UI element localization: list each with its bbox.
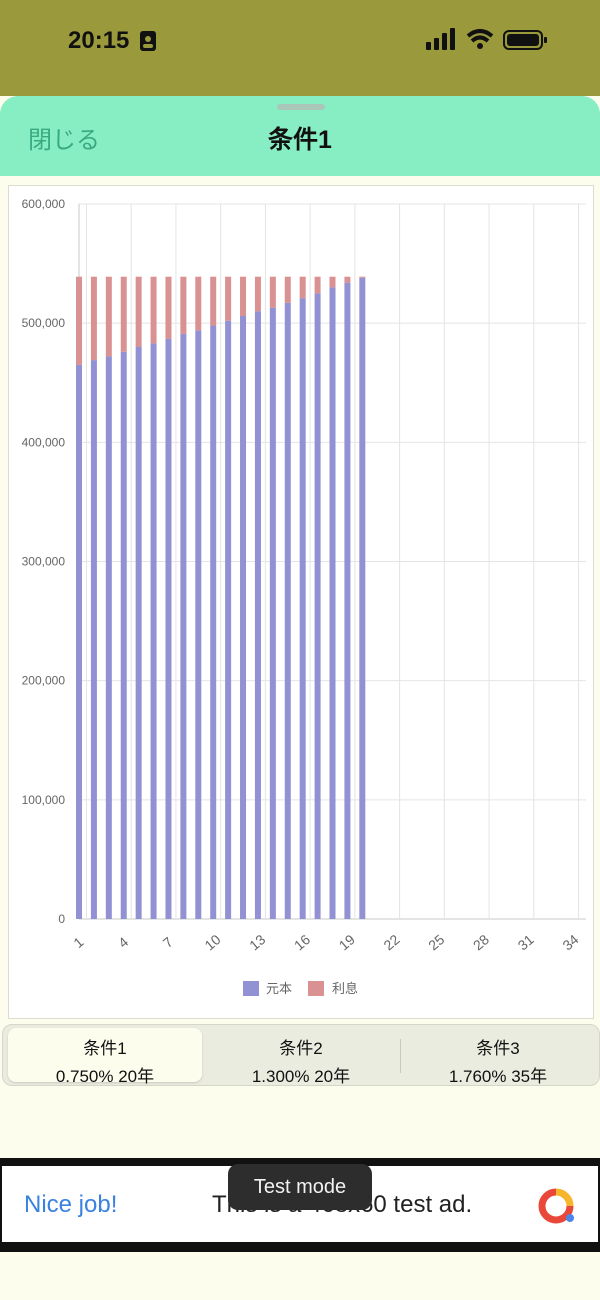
x-tick-label: 34 [559, 931, 581, 953]
tab-condition-2[interactable]: 条件2 1.300% 20年 [204, 1028, 398, 1086]
bar-interest [329, 276, 336, 288]
x-tick-label: 16 [291, 931, 313, 953]
bar-principal [90, 360, 97, 919]
bar-interest [284, 276, 291, 303]
tab-condition-1-name: 条件1 [83, 1039, 127, 1058]
bar-interest [105, 276, 112, 357]
bar-interest [225, 276, 232, 321]
bar-principal [284, 302, 291, 919]
x-tick-label: 31 [515, 931, 537, 953]
bar-interest [135, 276, 142, 347]
x-tick-label: 22 [380, 931, 402, 953]
ad-choices-icon[interactable] [536, 1186, 576, 1231]
tab-condition-3[interactable]: 条件3 1.760% 35年 [401, 1028, 595, 1086]
bar-principal [180, 333, 187, 919]
tab-divider [400, 1039, 401, 1073]
bar-principal [150, 343, 157, 919]
bar-interest [150, 276, 157, 344]
x-tick-label: 28 [470, 931, 492, 953]
tab-condition-3-detail: 1.760% 35年 [448, 1067, 548, 1086]
bar-interest [195, 276, 202, 331]
bar-interest [90, 276, 97, 361]
condition-tabs: 条件1 0.750% 20年 条件2 1.300% 20年 条件3 1.760%… [2, 1024, 600, 1086]
sheet-grabber[interactable] [277, 104, 325, 110]
x-tick-label: 10 [201, 931, 223, 953]
status-icons [426, 28, 550, 59]
bar-interest [254, 276, 261, 312]
bar-interest [120, 276, 127, 352]
bar-interest [344, 276, 351, 283]
bar-principal [299, 298, 306, 919]
bar-interest [165, 276, 172, 339]
bar-principal [195, 330, 202, 920]
y-tick-label: 100,000 [22, 793, 66, 807]
y-tick-label: 0 [58, 912, 65, 926]
bar-principal [269, 307, 276, 919]
legend-swatch-interest [308, 981, 324, 996]
bar-principal [165, 338, 172, 919]
x-tick-label: 19 [336, 931, 358, 953]
bar-interest [299, 276, 306, 299]
y-tick-label: 600,000 [22, 197, 66, 211]
bar-interest [210, 276, 217, 326]
bar-principal [344, 282, 351, 919]
y-tick-label: 300,000 [22, 555, 66, 569]
bar-interest [359, 276, 366, 278]
bar-principal [240, 316, 247, 919]
status-bar: 20:15 [0, 0, 600, 96]
bar-interest [76, 276, 82, 365]
bar-principal [105, 356, 112, 919]
bar-interest [314, 276, 321, 294]
tab-condition-2-name: 条件2 [279, 1039, 323, 1058]
close-button[interactable]: 閉じる [28, 127, 100, 154]
bar-principal [314, 293, 321, 919]
x-tick-label: 4 [115, 933, 131, 950]
legend-swatch-principal [243, 981, 259, 996]
person-icon [140, 31, 156, 56]
bar-interest [240, 276, 247, 317]
bar-interest [180, 276, 187, 334]
bar-principal [76, 364, 82, 919]
wifi-icon [466, 29, 494, 49]
x-tick-label: 1 [70, 933, 86, 950]
chart-card: 0 100,000 200,000 300,000 400,000 500,000 600,… [8, 185, 594, 1019]
y-tick-label: 500,000 [22, 316, 66, 330]
sheet-title: 条件1 [268, 126, 332, 154]
bar-principal [135, 347, 142, 919]
ad-nice-job-link[interactable]: Nice job! [24, 1191, 118, 1218]
bar-interest [269, 276, 276, 308]
y-tick-label: 400,000 [22, 435, 66, 449]
tab-condition-1[interactable]: 条件1 0.750% 20年 [8, 1028, 202, 1086]
bar-principal [359, 277, 366, 920]
legend-label-interest: 利息 [332, 981, 358, 996]
bar-principal [254, 311, 261, 919]
bar-principal [210, 325, 217, 919]
x-tick-label: 25 [425, 931, 447, 953]
tab-condition-3-name: 条件3 [476, 1039, 520, 1058]
status-time: 20:15 [68, 27, 130, 54]
bar-principal [329, 287, 336, 920]
x-tick-label: 13 [246, 931, 268, 953]
tab-condition-2-detail: 1.300% 20年 [251, 1067, 351, 1086]
x-tick-label: 7 [160, 933, 176, 950]
sheet-header: 閉じる 条件1 [0, 96, 600, 176]
cellular-signal-icon [426, 28, 455, 50]
bar-principal [225, 320, 232, 919]
test-mode-badge: Test mode [228, 1164, 372, 1210]
tab-condition-1-detail: 0.750% 20年 [55, 1067, 155, 1086]
bar-principal [120, 351, 127, 919]
battery-icon [503, 30, 547, 50]
legend-label-principal: 元本 [266, 981, 292, 996]
y-tick-label: 200,000 [22, 674, 66, 688]
